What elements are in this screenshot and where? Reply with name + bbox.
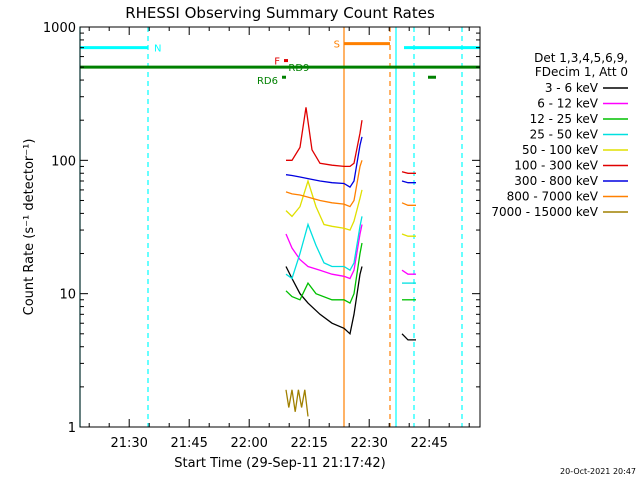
axis-ticks: 1 10 100 1000 21:30 21:45 22:00 22:15 22:30 22:45 (43, 21, 480, 451)
series-100-300-kev-seg-0 (286, 107, 363, 168)
series-800-7000-kev-seg-0 (285, 160, 363, 208)
chart-title: RHESSI Observing Summary Count Rates (125, 4, 435, 22)
series-3-6-kev-seg-0 (285, 266, 363, 336)
x-axis-label: Start Time (29-Sep-11 21:17:42) (174, 456, 385, 471)
x-tick-label: 22:15 (290, 436, 327, 451)
status-bars: N S F RD9 RD6 (80, 40, 480, 87)
legend-label-800-7000-kev: 800 - 7000 keV (507, 190, 599, 204)
x-tick-label: 21:45 (170, 436, 207, 451)
legend-header-line-2: FDecim 1, Att 0 (535, 65, 628, 79)
x-tick-label: 22:30 (350, 436, 387, 451)
status-label-rd6: RD6 (257, 76, 278, 87)
plot-frame (79, 26, 481, 428)
series-7000-15000-kev-seg-0 (285, 389, 309, 417)
status-label-f: F (274, 57, 280, 68)
series-3-6-kev-seg-1 (401, 333, 416, 341)
y-tick-label: 10 (59, 288, 76, 303)
legend-label-50-100-kev: 50 - 100 keV (522, 143, 599, 157)
footer-timestamp: 20-Oct-2021 20:47 (560, 467, 636, 476)
series-50-100-kev-seg-1 (401, 233, 416, 237)
legend-header-line-1: Det 1,3,4,5,6,9, (534, 51, 628, 65)
series-layer (285, 107, 416, 417)
series-25-50-kev-seg-0 (285, 216, 363, 280)
y-axis-label: Count Rate (s⁻¹ detector⁻¹) (22, 139, 37, 316)
legend-label-300-800-kev: 300 - 800 keV (514, 174, 598, 188)
legend-label-25-50-kev: 25 - 50 keV (530, 128, 599, 142)
series-800-7000-kev-seg-1 (401, 202, 416, 206)
legend-label-6-12-kev: 6 - 12 keV (537, 97, 599, 111)
series-300-800-kev-seg-0 (285, 136, 363, 188)
status-label-rd9: RD9 (288, 63, 309, 74)
legend-label-3-6-kev: 3 - 6 keV (545, 81, 599, 95)
series-6-12-kev-seg-1 (401, 269, 416, 275)
legend-label-100-300-kev: 100 - 300 keV (514, 159, 598, 173)
x-tick-label: 22:00 (230, 436, 267, 451)
legend-label-7000-15000-kev: 7000 - 15000 keV (491, 205, 598, 219)
status-label-n: N (154, 44, 161, 55)
x-tick-label: 21:30 (110, 436, 147, 451)
series-100-300-kev-seg-1 (401, 171, 416, 174)
legend-label-12-25-kev: 12 - 25 keV (530, 112, 599, 126)
y-tick-label: 1 (68, 421, 76, 436)
status-label-s: S (334, 40, 340, 51)
y-tick-label: 1000 (43, 21, 76, 36)
legend: Det 1,3,4,5,6,9, FDecim 1, Att 0 3 - 6 k… (491, 51, 628, 219)
series-12-25-kev-seg-0 (285, 242, 363, 305)
vertical-markers (79, 27, 463, 427)
series-6-12-kev-seg-0 (285, 224, 363, 280)
series-300-800-kev-seg-1 (401, 180, 416, 184)
x-tick-label: 22:45 (410, 436, 447, 451)
y-tick-label: 100 (51, 154, 76, 169)
series-50-100-kev-seg-0 (285, 178, 363, 231)
